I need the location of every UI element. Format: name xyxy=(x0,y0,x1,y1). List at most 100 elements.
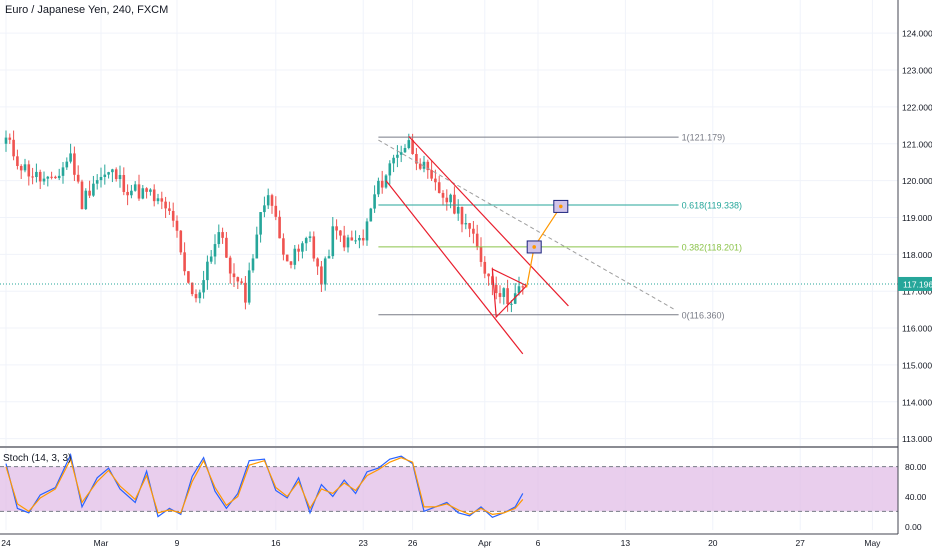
candle-body xyxy=(380,180,384,188)
candle-body xyxy=(38,171,42,182)
candle-body xyxy=(373,194,376,209)
time-axis-tick-label: 6 xyxy=(536,538,541,548)
candle-body xyxy=(194,294,198,299)
candle-body xyxy=(415,153,418,164)
price-axis-tick-label: 117.000 xyxy=(902,287,932,297)
candle-body xyxy=(8,137,12,140)
candle-body xyxy=(61,167,65,176)
candle-body xyxy=(84,190,88,210)
candle-body xyxy=(445,197,449,203)
candle-body xyxy=(160,198,164,202)
dashed-trendline xyxy=(378,139,676,311)
stoch-axis-tick-label: 80.00 xyxy=(905,462,927,472)
candle-body xyxy=(365,221,369,241)
channel-line xyxy=(385,180,524,355)
time-axis-tick-label: 27 xyxy=(795,538,805,548)
candle-body xyxy=(369,208,373,222)
candle-body xyxy=(46,176,50,179)
candle-body xyxy=(472,228,475,234)
candle-body xyxy=(331,226,335,257)
candle-body xyxy=(335,226,338,231)
candle-body xyxy=(468,223,471,229)
candle-body xyxy=(297,248,300,252)
target-dot xyxy=(532,245,536,249)
candle-body xyxy=(293,248,297,265)
candle-body xyxy=(202,280,205,293)
candle-body xyxy=(301,243,304,252)
candle-body xyxy=(65,161,69,168)
candle-body xyxy=(263,205,266,213)
candle-body xyxy=(95,180,99,184)
channel-line xyxy=(408,135,569,307)
candle-body xyxy=(354,240,357,242)
candle-body xyxy=(88,190,91,196)
candle-body xyxy=(407,140,411,149)
candle-body xyxy=(118,175,122,180)
price-axis-tick-label: 123.000 xyxy=(902,66,932,76)
stoch-title: Stoch (14, 3, 3) xyxy=(3,453,71,464)
candle-body xyxy=(510,303,513,305)
candle-body xyxy=(145,188,148,192)
candle-body xyxy=(323,258,327,285)
candle-body xyxy=(244,282,247,303)
fib-level-label: 0.618(119.338) xyxy=(682,201,742,211)
time-axis-tick-label: 24 xyxy=(1,538,11,548)
candle-body xyxy=(396,154,399,158)
candle-body xyxy=(152,189,156,202)
price-axis-tick-label: 120.000 xyxy=(902,176,932,186)
candle-body xyxy=(19,165,23,171)
candle-body xyxy=(179,230,183,253)
candle-body xyxy=(164,201,167,209)
candle-body xyxy=(221,232,224,238)
candle-body xyxy=(137,184,141,199)
candle-body xyxy=(122,175,126,192)
price-axis-tick-label: 116.000 xyxy=(902,324,932,334)
candle-body xyxy=(171,210,175,221)
candle-body xyxy=(259,212,262,235)
candle-body xyxy=(57,175,61,179)
fib-level-label: 1(121.179) xyxy=(682,133,726,143)
candle-body xyxy=(274,205,278,217)
time-axis-tick-label: Mar xyxy=(94,538,109,548)
candle-body xyxy=(358,237,361,241)
price-axis-tick-label: 113.000 xyxy=(902,434,932,444)
time-axis-tick-label: 20 xyxy=(708,538,718,548)
candle-body xyxy=(506,288,509,305)
stoch-axis-tick-label: 40.00 xyxy=(905,492,927,502)
candle-body xyxy=(392,157,395,164)
price-axis-tick-label: 114.000 xyxy=(902,397,932,407)
candle-body xyxy=(251,258,255,271)
candle-body xyxy=(434,178,437,183)
candle-body xyxy=(456,206,460,214)
candle-body xyxy=(168,208,171,211)
candle-body xyxy=(190,282,194,295)
candle-body xyxy=(502,288,506,297)
candle-body xyxy=(225,237,228,258)
candle-body xyxy=(426,161,430,171)
candle-body xyxy=(350,237,354,241)
price-axis-tick-label: 122.000 xyxy=(902,102,932,112)
candle-body xyxy=(217,232,221,245)
candle-body xyxy=(483,261,487,274)
candle-body xyxy=(327,256,331,259)
candle-body xyxy=(430,170,433,179)
candle-body xyxy=(316,258,319,267)
candle-body xyxy=(453,194,456,214)
candle-body xyxy=(103,174,107,177)
candle-body xyxy=(114,169,118,180)
candle-body xyxy=(255,234,259,259)
candle-body xyxy=(99,176,103,181)
candle-body xyxy=(278,216,281,239)
time-axis-tick-label: 13 xyxy=(621,538,631,548)
stoch-series-line xyxy=(5,457,524,516)
candle-body xyxy=(4,137,8,144)
candle-body xyxy=(498,293,502,297)
time-axis-tick-label: 26 xyxy=(408,538,418,548)
candle-body xyxy=(282,238,285,255)
candle-body xyxy=(80,181,84,210)
candle-body xyxy=(92,183,95,196)
price-axis-tick-label: 124.000 xyxy=(902,29,932,39)
symbol-title: Euro / Japanese Yen, 240, FXCM xyxy=(5,4,169,16)
